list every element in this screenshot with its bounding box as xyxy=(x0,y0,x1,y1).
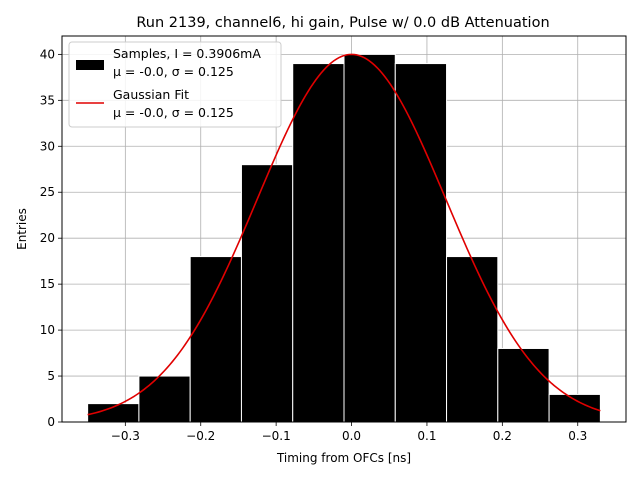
y-tick-label: 10 xyxy=(40,323,55,337)
y-tick-label: 40 xyxy=(40,47,55,61)
x-tick-label: 0.0 xyxy=(342,429,361,443)
gaussian-fit-curve xyxy=(87,53,601,416)
x-tick-label: 0.3 xyxy=(568,429,587,443)
histogram-bar xyxy=(292,63,345,423)
y-axis-ticks: 0 5 10 15 20 25 30 35 40 xyxy=(40,47,62,429)
y-tick-label: 25 xyxy=(40,185,55,199)
x-axis-ticks: −0.3 −0.2 −0.1 0.0 0.1 0.2 0.3 xyxy=(111,422,587,443)
y-tick-label: 20 xyxy=(40,231,55,245)
legend-fit-stats: μ = -0.0, σ = 0.125 xyxy=(113,105,234,120)
histogram-bar xyxy=(189,256,242,423)
y-tick-label: 35 xyxy=(40,93,55,107)
plot-frame xyxy=(61,35,627,423)
legend-fit-label: Gaussian Fit xyxy=(113,87,189,102)
histogram-bar xyxy=(240,164,294,423)
histogram-bar xyxy=(446,256,499,423)
y-tick-label: 0 xyxy=(47,415,55,429)
legend-samples-label: Samples, I = 0.3906mA xyxy=(113,46,261,61)
gaussian-fit-layer xyxy=(87,53,601,416)
legend-samples-swatch xyxy=(76,60,104,70)
x-tick-label: 0.2 xyxy=(493,429,512,443)
y-tick-label: 5 xyxy=(47,369,55,383)
histogram-bar xyxy=(394,63,448,423)
x-tick-label: −0.3 xyxy=(111,429,140,443)
x-axis-label: Timing from OFCs [ns] xyxy=(276,451,411,465)
x-tick-label: 0.1 xyxy=(417,429,436,443)
chart-title: Run 2139, channel6, hi gain, Pulse w/ 0.… xyxy=(136,15,549,31)
y-tick-label: 15 xyxy=(40,277,55,291)
legend-frame xyxy=(68,41,282,128)
x-tick-label: −0.2 xyxy=(186,429,215,443)
legend: Samples, I = 0.3906mA μ = -0.0, σ = 0.12… xyxy=(68,41,282,128)
histogram-bars xyxy=(87,53,601,423)
legend-samples-stats: μ = -0.0, σ = 0.125 xyxy=(113,64,234,79)
x-tick-label: −0.1 xyxy=(262,429,291,443)
histogram-bar xyxy=(497,347,550,423)
y-axis-label: Entries xyxy=(15,208,29,250)
histogram-bar xyxy=(138,375,191,423)
y-tick-label: 30 xyxy=(40,139,55,153)
histogram-bar xyxy=(343,53,396,423)
